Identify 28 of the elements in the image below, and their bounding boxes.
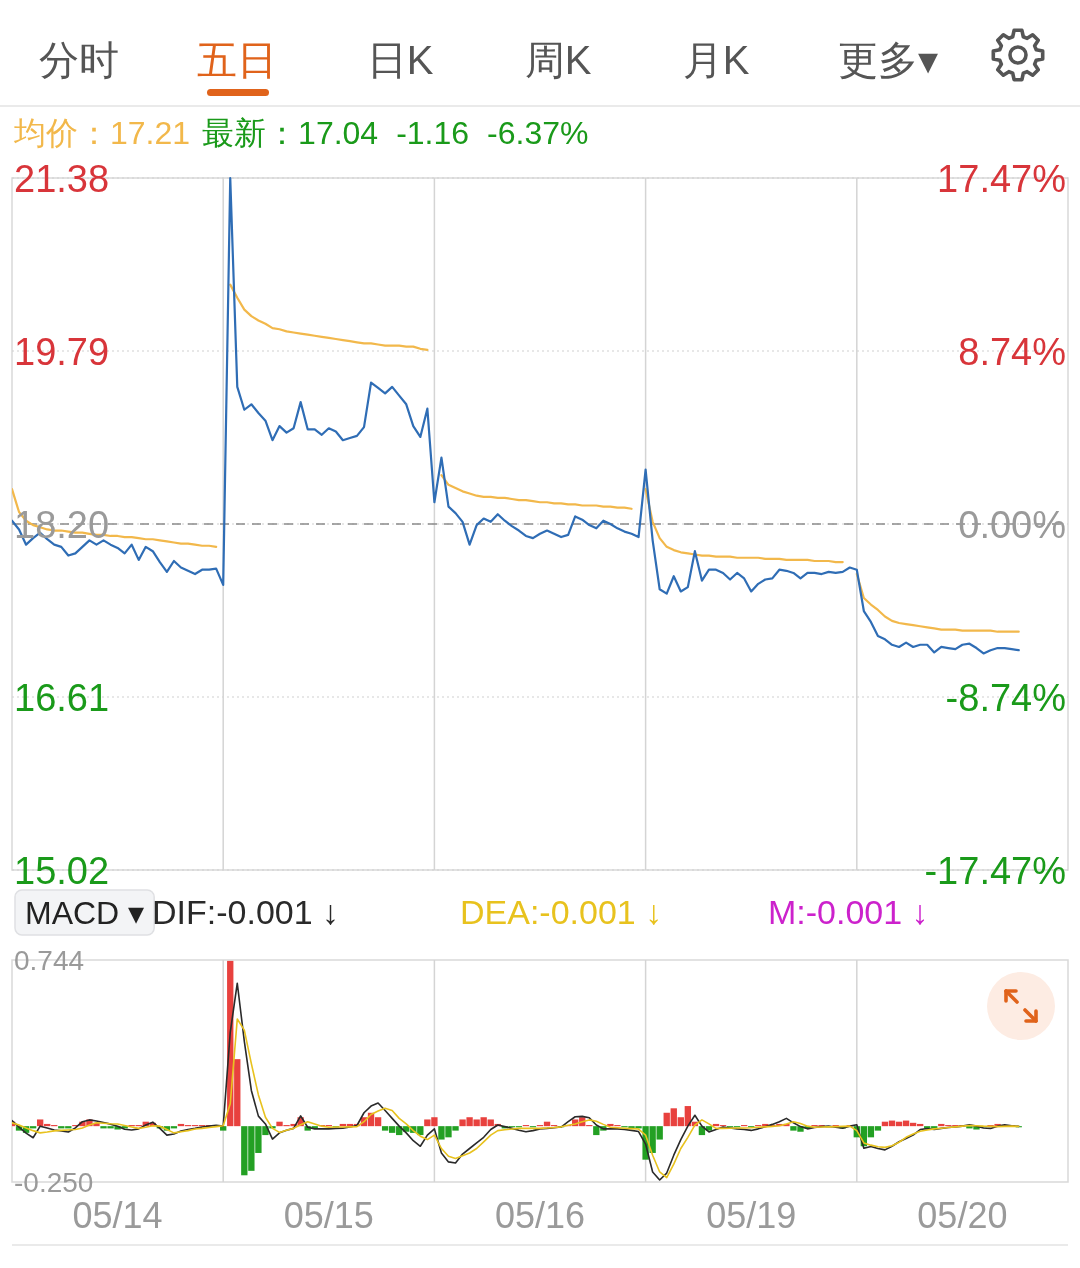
y-tick-label: 19.79 bbox=[14, 330, 110, 373]
y-tick-label: 15.02 bbox=[14, 849, 110, 892]
x-tick-label: 05/15 bbox=[283, 1195, 374, 1236]
text: MACD ▾ bbox=[25, 895, 145, 931]
text: 分时 bbox=[39, 38, 119, 82]
y2-tick-label: 17.47% bbox=[937, 157, 1066, 200]
x-tick-label: 05/19 bbox=[706, 1195, 797, 1236]
y2-tick-label: -17.47% bbox=[924, 849, 1066, 892]
text: -6.37% bbox=[487, 115, 589, 151]
y-tick-label: 0.744 bbox=[14, 945, 85, 977]
text: 五日 bbox=[197, 38, 277, 82]
x-tick-label: 05/16 bbox=[494, 1195, 586, 1236]
y2-tick-label: 8.74% bbox=[958, 330, 1066, 373]
text: 月K bbox=[682, 38, 750, 82]
text: DEA:-0.001 ↓ bbox=[460, 893, 663, 931]
y-tick-label: 21.38 bbox=[14, 157, 110, 200]
text: DIF:-0.001 ↓ bbox=[152, 893, 340, 931]
y2-tick-label: 0.00% bbox=[958, 503, 1066, 546]
text: 日K bbox=[366, 38, 434, 82]
text: 更多▾ bbox=[837, 38, 939, 82]
text: 最新：17.04 bbox=[202, 115, 379, 151]
y2-tick-label: -8.74% bbox=[945, 676, 1066, 719]
y-tick-label: 16.61 bbox=[14, 676, 110, 719]
text: -1.16 bbox=[396, 115, 470, 151]
x-tick-label: 05/20 bbox=[917, 1195, 1008, 1236]
text: 周K bbox=[524, 38, 592, 82]
text: M:-0.001 ↓ bbox=[768, 893, 929, 931]
text: 均价：17.21 bbox=[13, 115, 191, 151]
